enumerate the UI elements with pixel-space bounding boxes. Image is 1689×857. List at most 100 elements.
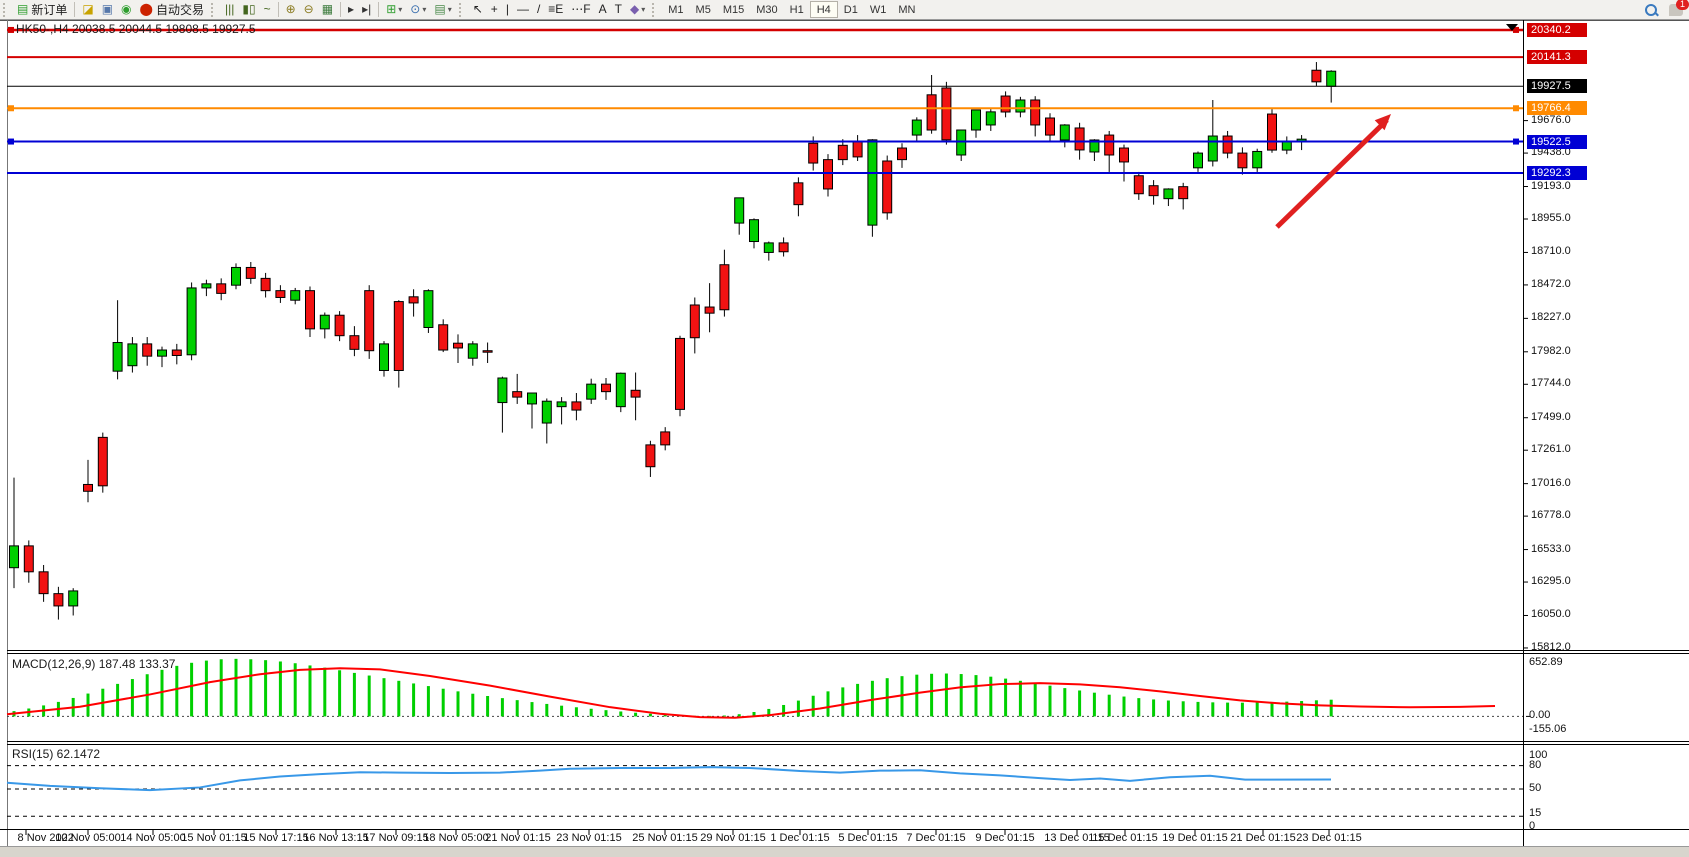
candle xyxy=(216,283,227,294)
time-axis-label[interactable]: 8 Nov 2022 xyxy=(17,832,74,844)
zoom-out-button[interactable]: ⊖ xyxy=(300,1,318,18)
new-order-button[interactable]: ▤ 新订单 xyxy=(13,1,71,18)
chart-shift-marker-icon[interactable] xyxy=(1506,24,1518,31)
candle xyxy=(201,283,212,289)
time-axis-label[interactable]: 29 Nov 01:15 xyxy=(700,832,766,844)
template-button[interactable]: ▤ ▾ xyxy=(430,1,455,18)
rsi-scale-15: 15 xyxy=(1529,807,1542,820)
search-icon[interactable] xyxy=(1645,3,1659,16)
candle xyxy=(423,290,434,329)
tile-windows-button[interactable]: ▦ xyxy=(318,1,337,18)
chart-shift-button[interactable]: ▸| xyxy=(358,1,375,18)
toolbar-grip xyxy=(458,2,466,17)
time-axis-label[interactable]: 17 Nov 09:15 xyxy=(363,832,429,844)
text-tool[interactable]: A xyxy=(595,1,611,18)
price-tick-label: 17016.0 xyxy=(1531,476,1571,489)
vertical-line-tool[interactable]: | xyxy=(502,1,513,18)
timeframe-h1-button[interactable]: H1 xyxy=(789,3,804,16)
candle xyxy=(1311,69,1322,83)
time-axis-label[interactable]: 21 Nov 01:15 xyxy=(485,832,551,844)
price-tick-label: 18710.0 xyxy=(1531,245,1571,258)
sound-button[interactable]: ◉ xyxy=(117,1,135,18)
arrows-tool[interactable]: ◆ ▾ xyxy=(626,1,649,18)
price-tick-label: 17261.0 xyxy=(1531,443,1571,456)
text-label-tool[interactable]: T xyxy=(611,1,626,18)
time-axis-label[interactable]: 23 Nov 01:15 xyxy=(556,832,622,844)
trend-arrow-annotation[interactable] xyxy=(1275,118,1389,229)
hline-handle[interactable] xyxy=(8,105,14,112)
auto-scroll-button[interactable]: ▸ xyxy=(344,1,358,18)
hline-handle[interactable] xyxy=(8,138,14,145)
toolbar-separator xyxy=(277,2,279,17)
candle xyxy=(601,383,611,393)
candle xyxy=(497,377,508,404)
hline-handle[interactable] xyxy=(1513,26,1519,33)
timeframe-mn-button[interactable]: MN xyxy=(898,3,916,16)
candle xyxy=(305,290,315,330)
hline-handle[interactable] xyxy=(1513,138,1519,145)
toolbar-grip xyxy=(652,2,659,17)
line-chart-button[interactable]: ~ xyxy=(260,1,275,18)
notifications-icon[interactable]: 1 xyxy=(1669,0,1689,16)
autotrade-button[interactable]: ⬤ 自动交易 xyxy=(136,1,208,18)
candle xyxy=(1178,186,1189,200)
timeframe-m30-button[interactable]: M30 xyxy=(756,3,778,16)
fibonacci-icon: ⋯F xyxy=(571,2,591,16)
price-tick-label: 18955.0 xyxy=(1531,212,1571,224)
candlestick-chart-button[interactable]: ▮▯ xyxy=(238,1,259,18)
time-axis-label[interactable]: 5 Dec 01:15 xyxy=(838,832,898,844)
text-label-icon: T xyxy=(614,2,622,16)
dropdown-caret-icon[interactable]: ▾ xyxy=(398,5,403,14)
time-axis-label[interactable]: 9 Dec 01:15 xyxy=(975,832,1035,844)
zoom-in-button[interactable]: ⊕ xyxy=(282,1,300,18)
timeframe-d1-button[interactable]: D1 xyxy=(843,3,858,16)
candle xyxy=(186,287,197,356)
hline-handle[interactable] xyxy=(8,26,14,33)
candle xyxy=(349,335,360,350)
candle xyxy=(630,389,641,398)
time-axis-label[interactable]: 25 Nov 01:15 xyxy=(632,832,698,844)
timeframe-m1-button[interactable]: M1 xyxy=(668,3,684,16)
timeframe-h4-button[interactable]: H4 xyxy=(809,1,838,18)
candle xyxy=(112,342,123,372)
horizontal-line-tool[interactable]: — xyxy=(513,1,533,18)
candle xyxy=(83,483,93,492)
timeframe-w1-button[interactable]: W1 xyxy=(869,3,887,16)
dropdown-caret-icon[interactable]: ▾ xyxy=(641,5,646,14)
time-axis-label[interactable]: 10 Nov 05:00 xyxy=(55,832,121,844)
time-axis-label[interactable]: 21 Dec 01:15 xyxy=(1230,832,1296,844)
candle xyxy=(1015,99,1026,113)
dropdown-caret-icon[interactable]: ▾ xyxy=(422,5,427,14)
candle xyxy=(1045,117,1055,136)
time-axis-label[interactable]: 1 Dec 01:15 xyxy=(770,832,830,844)
chart-canvas[interactable] xyxy=(0,20,1689,857)
candle xyxy=(1237,152,1248,169)
timeframe-m5-button[interactable]: M5 xyxy=(695,3,711,16)
chart-area[interactable]: HK50-,H4 20038.5 20044.5 19808.5 19927.5… xyxy=(0,20,1689,857)
trendline-tool[interactable]: / xyxy=(533,1,544,18)
line-chart-icon: ~ xyxy=(263,2,271,16)
dropdown-caret-icon[interactable]: ▾ xyxy=(447,5,452,14)
time-axis-label[interactable]: 13 Dec 01:15 xyxy=(1044,832,1110,844)
period-button[interactable]: ⊙ ▾ xyxy=(406,1,430,18)
bar-chart-button[interactable]: ||| xyxy=(221,1,238,18)
time-axis-label[interactable]: 15 Dec 01:15 xyxy=(1092,832,1158,844)
add-indicator-button[interactable]: ⊞ ▾ xyxy=(382,1,406,18)
time-axis-label[interactable]: 23 Dec 01:15 xyxy=(1296,832,1362,844)
fibonacci-tool[interactable]: ⋯F xyxy=(567,1,594,18)
time-axis-label[interactable]: 18 Nov 05:00 xyxy=(423,832,489,844)
cursor-tool[interactable]: ↖ xyxy=(469,1,487,18)
time-axis-label[interactable]: 15 Nov 17:15 xyxy=(243,832,309,844)
hline-handle[interactable] xyxy=(1513,105,1519,112)
time-axis-label[interactable]: 7 Dec 01:15 xyxy=(906,832,966,844)
time-axis-label[interactable]: 14 Nov 05:00 xyxy=(120,832,186,844)
time-axis-label[interactable]: 15 Nov 01:15 xyxy=(181,832,247,844)
time-axis-label[interactable]: 19 Dec 01:15 xyxy=(1162,832,1228,844)
chart-window-button[interactable]: ▣ xyxy=(98,1,117,18)
crosshair-tool[interactable]: + xyxy=(487,1,502,18)
eraser-button[interactable]: ◪ xyxy=(78,1,97,18)
channel-tool[interactable]: ≡E xyxy=(544,1,567,18)
time-axis-label[interactable]: 16 Nov 13:15 xyxy=(303,832,369,844)
candle xyxy=(704,306,715,314)
timeframe-m15-button[interactable]: M15 xyxy=(722,3,745,16)
